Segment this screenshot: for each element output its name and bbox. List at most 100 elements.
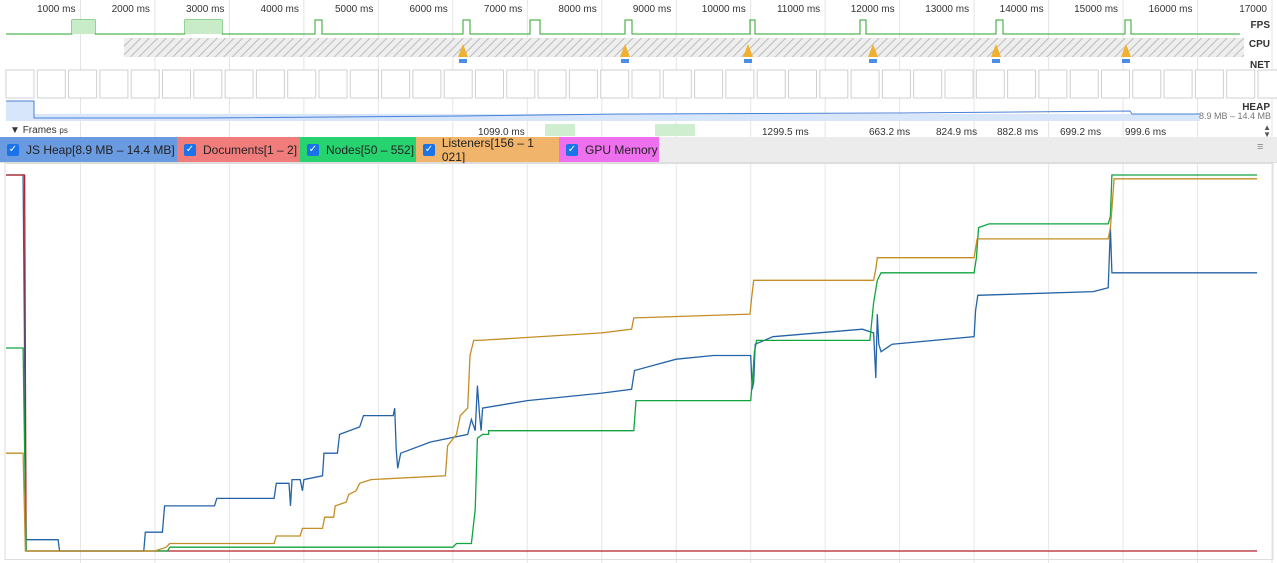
time-tick-label: 10000 ms [701, 4, 746, 15]
series-line-listeners [6, 178, 1258, 552]
net-request [744, 59, 752, 63]
net-request [992, 59, 1000, 63]
heap-overview-fill [34, 114, 1200, 121]
timeline-overview[interactable]: 1000 ms 2000 ms 3000 ms 4000 ms 5000 ms 6000 … [0, 0, 1277, 139]
filmstrip-frame [600, 69, 630, 99]
frame-bar [655, 124, 695, 136]
time-tick-label: 11000 ms [776, 4, 821, 15]
legend-label: GPU Memory [585, 142, 658, 157]
legend-label: Listeners[156 – 1 021] [441, 135, 534, 164]
filmstrip-frame [255, 69, 285, 99]
filmstrip-frame [36, 69, 66, 99]
legend-item[interactable]: ✓ GPU Memory [559, 137, 659, 162]
legend-item[interactable]: ✓ Nodes[50 – 552] [300, 137, 416, 162]
legend-item[interactable]: ✓ Listeners[156 – 1 021] [416, 135, 559, 164]
series-line-js-heap [6, 174, 1258, 552]
filmstrip-frame [819, 69, 849, 99]
heap-range-label: 8.9 MB – 14.4 MB [1198, 111, 1271, 121]
scroll-arrows-icon[interactable]: ▲ ▼ [1263, 123, 1271, 139]
time-tick-label: 13000 ms [925, 4, 970, 15]
fps-row-label: FPS [1250, 20, 1270, 31]
time-tick-label: 14000 ms [999, 4, 1044, 15]
fps-fill [72, 20, 95, 34]
frames-label: Frames [22, 125, 57, 136]
legend-item[interactable]: ✓ JS Heap[8.9 MB – 14.4 MB] [0, 137, 177, 162]
cpu-activity [743, 44, 753, 57]
filmstrip-frame [568, 69, 598, 99]
frame-time-label: 699.2 ms [1060, 127, 1102, 138]
filmstrip-frame [788, 69, 817, 99]
filmstrip-frame [1038, 69, 1068, 99]
frame-time-label: 663.2 ms [869, 127, 911, 138]
checkbox-icon[interactable]: ✓ [566, 143, 578, 156]
filmstrip-frame [975, 69, 1005, 99]
filmstrip-frame [850, 69, 880, 99]
time-tick-label: 2000 ms [111, 4, 150, 15]
time-tick-label: 7000 ms [483, 4, 523, 15]
menu-icon[interactable]: ≡ [1257, 141, 1264, 153]
checkbox-icon[interactable]: ✓ [423, 143, 435, 156]
net-request [1122, 59, 1130, 63]
net-request [869, 59, 877, 63]
time-tick-label: 3000 ms [186, 4, 225, 15]
filmstrip-frame [443, 69, 473, 99]
frame-time-label: 999.6 ms [1125, 127, 1167, 138]
net-request [459, 59, 467, 63]
filmstrip-frame [1101, 69, 1130, 99]
memory-legend: ✓ JS Heap[8.9 MB – 14.4 MB] ✓ Documents[1 –… [0, 135, 1277, 164]
memory-chart [4, 163, 1274, 563]
cpu-activity [620, 44, 630, 57]
filmstrip-frame [881, 69, 911, 99]
filmstrip-frame [913, 69, 943, 99]
frame-bar [545, 124, 575, 136]
legend-label: Documents[1 – 2] [203, 142, 298, 157]
series-line-documents [6, 174, 1258, 552]
frame-time-label: 882.8 ms [997, 127, 1039, 138]
checkbox-icon[interactable]: ✓ [7, 143, 19, 156]
frame-time-label: 1099.0 ms [478, 127, 525, 138]
filmstrip-frame [475, 69, 504, 99]
filmstrip-frame [381, 69, 411, 99]
filmstrip-frame [1226, 69, 1256, 99]
filmstrip-frame [193, 69, 223, 99]
filmstrip-frame [725, 69, 755, 99]
filmstrip-frame [130, 69, 160, 99]
cpu-activity [1121, 44, 1131, 57]
filmstrip-frame [349, 69, 379, 99]
time-tick-label: 9000 ms [632, 4, 672, 15]
filmstrip-frame [1163, 69, 1193, 99]
heap-overview-fill [6, 101, 34, 121]
filmstrip-frame [287, 69, 317, 99]
filmstrip-frame [506, 69, 536, 99]
time-tick-label: 15000 ms [1074, 4, 1119, 15]
filmstrip-frame [162, 69, 191, 99]
filmstrip-frame [99, 69, 129, 99]
filmstrip-frame [224, 69, 254, 99]
filmstrip-frame [318, 69, 348, 99]
filmstrip-frame [944, 69, 974, 99]
heap-overview-line [6, 100, 1200, 119]
time-tick-label: 12000 ms [850, 4, 895, 15]
filmstrip-frame [1007, 69, 1037, 99]
series-line-nodes [6, 174, 1258, 552]
filmstrip-frame [5, 69, 35, 99]
frame-time-label: 1299.5 ms [762, 127, 809, 138]
filmstrip-frame [537, 69, 567, 99]
frame-time-label: 824.9 ms [936, 127, 978, 138]
checkbox-icon[interactable]: ✓ [184, 143, 196, 156]
filmstrip-frame [68, 69, 98, 99]
checkbox-icon[interactable]: ✓ [307, 143, 319, 156]
cpu-activity [868, 44, 878, 57]
fps-fill [185, 20, 222, 34]
legend-item[interactable]: ✓ Documents[1 – 2] [177, 137, 300, 162]
time-tick-label: 5000 ms [334, 4, 374, 15]
filmstrip-frame [756, 69, 786, 99]
time-tick-label: 1000 ms [37, 4, 76, 15]
frames-unit: ps [59, 126, 68, 135]
cpu-row-label: CPU [1248, 39, 1270, 50]
frames-toggle[interactable]: ▼ Frames ps [10, 125, 68, 136]
heap-row-label: HEAP [1242, 102, 1270, 113]
net-row-label: NET [1250, 60, 1270, 71]
cpu-activity [458, 44, 468, 57]
filmstrip-frame [1069, 69, 1099, 99]
